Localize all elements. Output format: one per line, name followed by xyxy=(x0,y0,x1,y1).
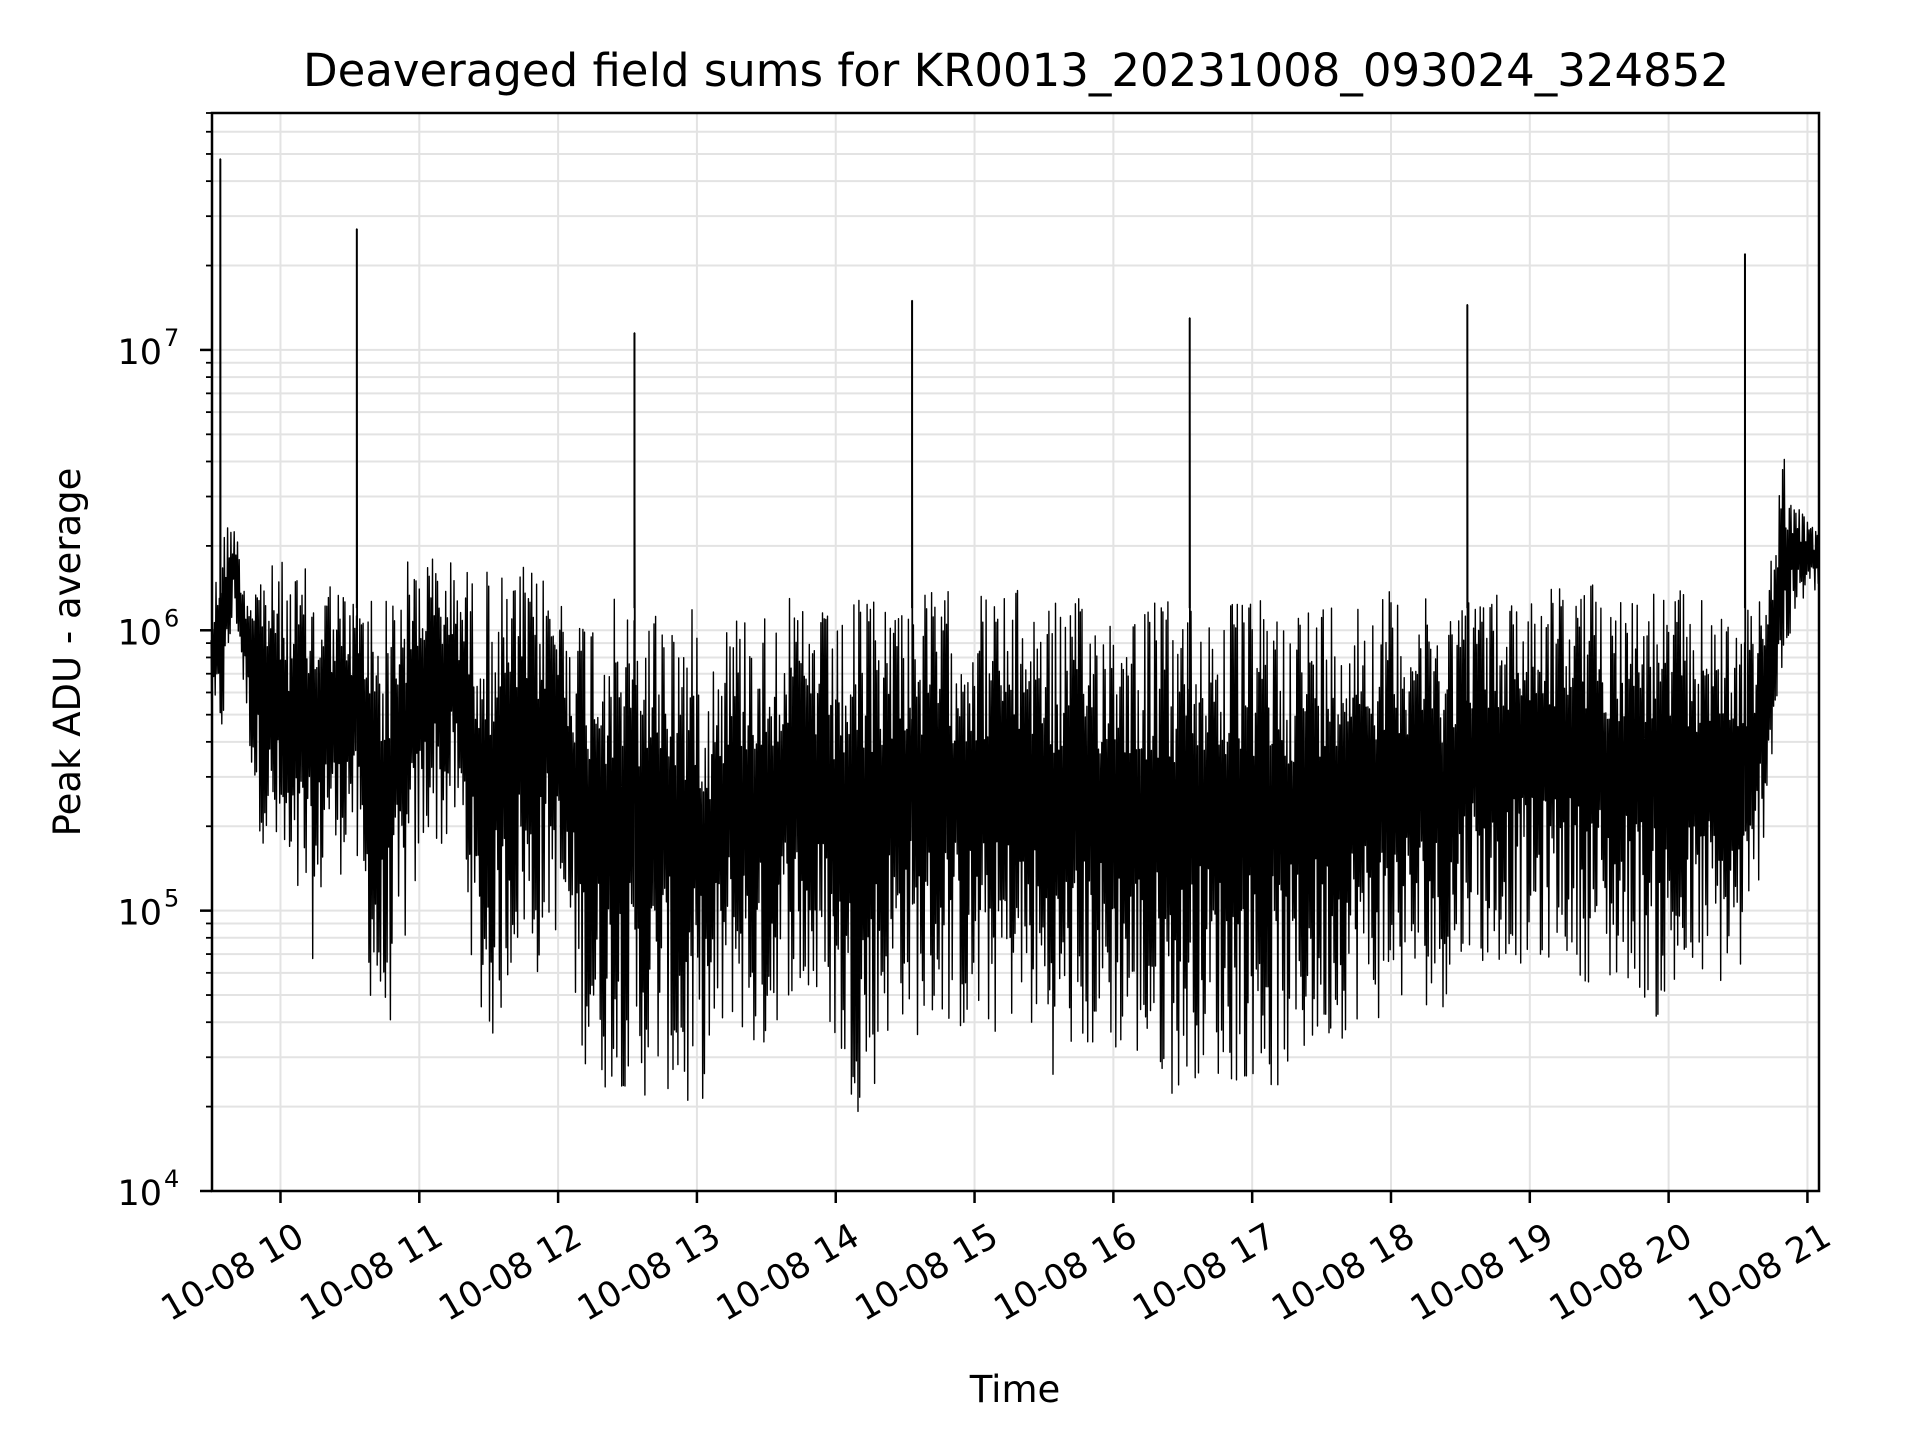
series-line xyxy=(210,158,1820,1113)
y-tick-label: 10 xyxy=(117,1174,162,1214)
series-group xyxy=(210,158,1820,1113)
y-tick-label: 10 xyxy=(117,894,162,934)
x-axis-label: Time xyxy=(969,1368,1061,1411)
y-tick-label: 10 xyxy=(117,333,162,373)
y-axis-label: Peak ADU - average xyxy=(46,468,89,837)
plot-frame xyxy=(210,111,1821,1193)
y-tick-exponent: 4 xyxy=(164,1165,179,1193)
y-tick-exponent: 7 xyxy=(164,324,179,352)
chart-title: Deaveraged field sums for KR0013_2023100… xyxy=(303,44,1729,97)
y-tick-label: 10 xyxy=(117,613,162,653)
y-tick-exponent: 6 xyxy=(164,604,179,632)
y-tick-exponent: 5 xyxy=(164,885,179,913)
